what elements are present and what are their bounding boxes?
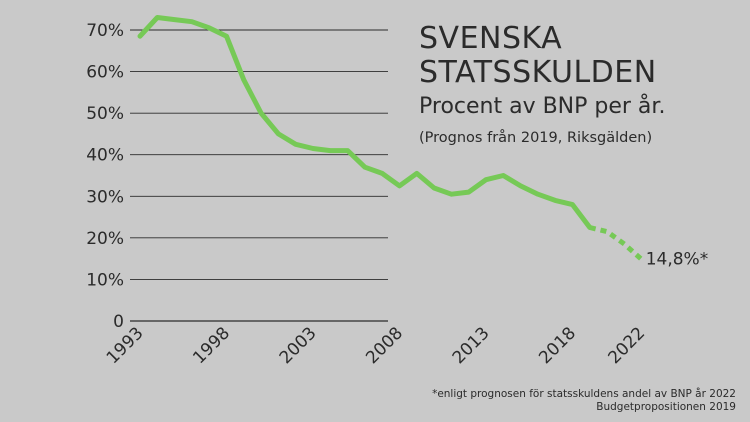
y-tick-label: 70%	[86, 21, 124, 41]
chart-subtitle: Procent av BNP per år.	[419, 94, 666, 119]
grid-lines	[130, 29, 388, 322]
y-tick-label: 10%	[86, 270, 124, 290]
forecast-line	[589, 225, 644, 262]
y-tick-label: 60%	[86, 63, 124, 83]
chart-source-note: (Prognos från 2019, Riksgälden)	[419, 130, 653, 146]
y-axis-labels: 70% 60% 50% 40% 30% 20% 10% 0	[86, 21, 124, 332]
actual-line	[137, 15, 593, 230]
data-lines	[137, 15, 644, 262]
footnote-line-2: Budgetpropositionen 2019	[596, 401, 736, 413]
y-tick-label: 0	[113, 312, 124, 332]
x-tick-label: 2008	[362, 323, 407, 368]
x-tick-label: 2018	[535, 323, 580, 368]
x-tick-label: 2003	[276, 323, 321, 368]
end-value-label: 14,8%*	[646, 249, 709, 269]
x-tick-label: 1998	[189, 323, 234, 368]
y-tick-label: 30%	[86, 187, 124, 207]
x-tick-label: 2013	[449, 323, 494, 368]
chart-title-line-1: SVENSKA	[419, 21, 563, 56]
x-tick-label: 1993	[103, 323, 148, 368]
y-tick-label: 40%	[86, 146, 124, 166]
chart-title-block: SVENSKA STATSSKULDEN Procent av BNP per …	[419, 22, 739, 150]
footnote: *enligt prognosen för statsskuldens ande…	[432, 388, 736, 414]
chart-title-line-2: STATSSKULDEN	[419, 55, 657, 90]
y-tick-label: 20%	[86, 229, 124, 249]
y-tick-label: 50%	[86, 104, 124, 124]
footnote-line-1: *enligt prognosen för statsskuldens ande…	[432, 388, 736, 400]
x-tick-label: 2022	[605, 323, 650, 368]
x-axis-labels: 1993 1998 2003 2008 2013 2018 2022	[103, 323, 649, 368]
